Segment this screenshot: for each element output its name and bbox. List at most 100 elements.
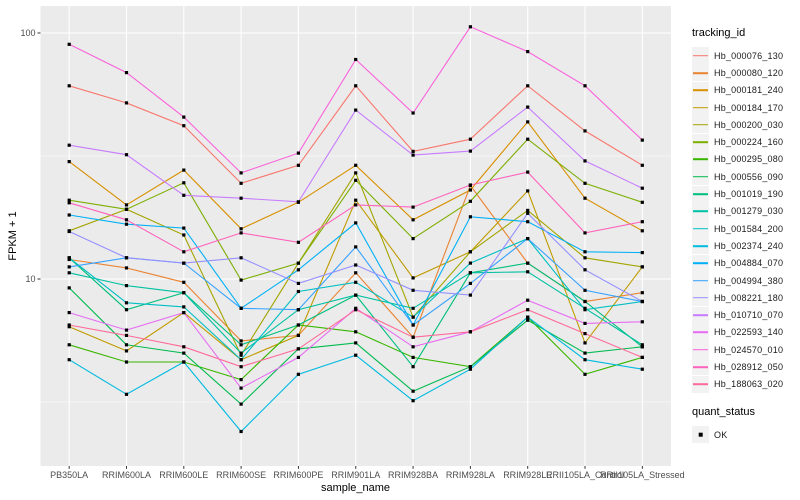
- data-point: [239, 378, 243, 382]
- data-point: [468, 215, 472, 219]
- legend-items-quant-status: OK: [692, 426, 798, 444]
- data-point: [526, 189, 530, 193]
- data-point: [468, 25, 472, 29]
- legend-key-line-icon: [692, 375, 709, 393]
- legend-key-line-icon: [692, 254, 709, 272]
- data-point: [583, 332, 587, 336]
- data-point: [239, 386, 243, 390]
- data-point: [526, 298, 530, 302]
- data-point: [67, 256, 71, 260]
- data-point: [67, 84, 71, 88]
- data-point: [411, 149, 415, 153]
- legend-key-line-icon: [692, 168, 709, 186]
- data-point: [640, 138, 644, 142]
- legend-key-line-icon: [692, 341, 709, 359]
- data-point: [354, 330, 358, 334]
- data-point: [67, 160, 71, 164]
- data-point: [354, 203, 358, 207]
- data-point: [67, 265, 71, 269]
- x-tick-label: RRII105LA_Control: [546, 470, 624, 480]
- data-point: [67, 311, 71, 315]
- x-tick-label: RRIM600LA: [102, 470, 151, 480]
- data-point: [354, 341, 358, 345]
- data-point: [583, 181, 587, 185]
- data-point: [468, 183, 472, 187]
- legend-item: Hb_001019_190: [692, 185, 798, 203]
- data-point: [468, 293, 472, 297]
- data-point: [239, 402, 243, 406]
- data-point: [124, 71, 129, 75]
- data-point: [468, 137, 472, 141]
- data-point: [411, 218, 415, 222]
- legend-key-line-icon: [692, 150, 709, 168]
- data-point: [468, 330, 472, 334]
- data-point: [296, 308, 300, 312]
- data-point: [583, 308, 587, 312]
- data-point: [583, 351, 587, 355]
- legend-key-line-icon: [692, 47, 709, 65]
- legend-item-label: Hb_001019_190: [714, 189, 784, 200]
- data-point: [640, 229, 644, 233]
- data-point: [468, 149, 472, 153]
- data-point: [583, 231, 587, 235]
- data-point: [124, 266, 129, 270]
- legend-item: Hb_000224_160: [692, 133, 798, 151]
- legend-key-line-icon: [692, 306, 709, 324]
- data-point: [296, 240, 300, 244]
- data-point: [182, 261, 186, 265]
- legend-key-line-icon: [692, 133, 709, 151]
- data-point: [239, 278, 243, 282]
- data-point: [411, 355, 415, 359]
- data-point: [296, 163, 300, 167]
- legend-item-label: Hb_000076_130: [714, 50, 784, 61]
- data-point: [583, 256, 587, 260]
- data-point: [182, 345, 186, 349]
- data-point: [583, 358, 587, 362]
- data-point: [67, 286, 71, 290]
- data-point: [67, 271, 71, 275]
- legend-item-label: Hb_000184_170: [714, 102, 784, 113]
- data-point: [182, 124, 186, 128]
- data-point: [239, 365, 243, 369]
- legend: tracking_id Hb_000076_130 Hb_000080_120 Hb…: [692, 27, 798, 444]
- data-point: [526, 315, 530, 319]
- data-point: [411, 315, 415, 319]
- data-point: [411, 389, 415, 393]
- data-point: [411, 323, 415, 327]
- data-point: [124, 349, 129, 353]
- data-point: [526, 170, 530, 174]
- data-point: [182, 280, 186, 284]
- legend-key-square-icon: [692, 426, 709, 444]
- data-point: [354, 57, 358, 62]
- data-point: [124, 207, 129, 211]
- data-point: [124, 222, 129, 226]
- data-point: [583, 299, 587, 304]
- data-point: [354, 245, 358, 249]
- data-point: [239, 429, 243, 434]
- data-point: [354, 108, 358, 112]
- data-point: [296, 372, 300, 376]
- data-point: [124, 284, 129, 288]
- data-point: [583, 129, 587, 133]
- data-point: [526, 318, 530, 322]
- data-point: [411, 399, 415, 403]
- legend-key-line-icon: [692, 202, 709, 220]
- data-point: [640, 220, 644, 224]
- data-point: [296, 323, 300, 327]
- data-point: [239, 256, 243, 260]
- data-point: [526, 261, 530, 265]
- data-point: [124, 360, 129, 364]
- data-point: [468, 250, 472, 254]
- data-point: [526, 237, 530, 241]
- data-point: [583, 196, 587, 200]
- data-point: [640, 186, 644, 190]
- data-point: [124, 343, 129, 347]
- data-point: [239, 306, 243, 310]
- x-tick-label: PB350LA: [50, 470, 88, 480]
- x-tick-label: RRIM600PE: [273, 470, 323, 480]
- legend-key-line-icon: [692, 272, 709, 289]
- legend-item: Hb_000295_080: [692, 150, 798, 168]
- data-point: [124, 256, 129, 260]
